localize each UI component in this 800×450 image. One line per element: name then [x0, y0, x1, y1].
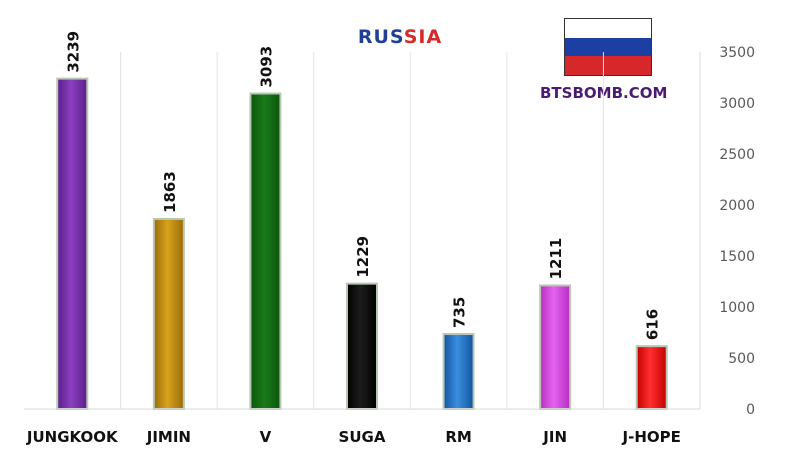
label-layer: 3239 JUNGKOOK 1863 JIMIN 3093 V 1229 SUGA 735 RM 1… — [26, 31, 681, 446]
y-tick-label: 1500 — [719, 249, 755, 265]
flag-stripe-blue — [565, 37, 651, 57]
x-tick-label-rm: RM — [445, 428, 471, 446]
russia-flag-icon — [564, 18, 652, 76]
bar-jungkook — [56, 77, 89, 410]
data-label-v: 3093 — [257, 46, 275, 88]
bar-v — [249, 92, 282, 410]
bar-j-hope — [635, 345, 668, 410]
x-tick-label-jimin: JIMIN — [146, 428, 191, 446]
data-label-jimin: 1863 — [161, 171, 179, 213]
y-tick-label: 500 — [728, 351, 755, 367]
axis-layer: 0 500 1000 1500 2000 2500 3000 3500 — [24, 45, 755, 418]
chart-title-part-1: RUS — [357, 26, 404, 48]
bar-suga — [346, 282, 378, 410]
bar-jimin — [152, 217, 185, 410]
x-tick-label-suga: SUGA — [339, 428, 386, 446]
y-tick-label: 2000 — [719, 198, 755, 214]
y-tick-label: 0 — [746, 402, 755, 418]
x-tick-label-j-hope: J-HOPE — [622, 428, 681, 446]
x-tick-label-jungkook: JUNGKOOK — [26, 428, 119, 446]
flag-stripe-red — [565, 56, 651, 75]
data-label-j-hope: 616 — [644, 309, 662, 340]
bar-jin — [539, 284, 572, 410]
x-tick-label-jin: JIN — [542, 428, 567, 446]
grid-layer — [120, 52, 604, 409]
y-tick-label: 1000 — [719, 300, 755, 316]
chart-title: RUSSIA — [330, 26, 470, 48]
chart-title-part-2: SIA — [403, 26, 443, 48]
data-label-suga: 1229 — [354, 236, 372, 278]
data-label-jungkook: 3239 — [64, 31, 82, 73]
x-tick-label-v: V — [260, 428, 272, 446]
y-tick-label: 3000 — [719, 96, 755, 112]
data-label-rm: 735 — [451, 297, 469, 328]
bar-layer — [56, 77, 668, 410]
y-tick-label: 3500 — [719, 45, 755, 61]
flag-stripe-white — [565, 19, 651, 38]
bar-rm — [442, 333, 475, 410]
data-label-jin: 1211 — [547, 238, 565, 280]
y-tick-label: 2500 — [719, 147, 755, 163]
